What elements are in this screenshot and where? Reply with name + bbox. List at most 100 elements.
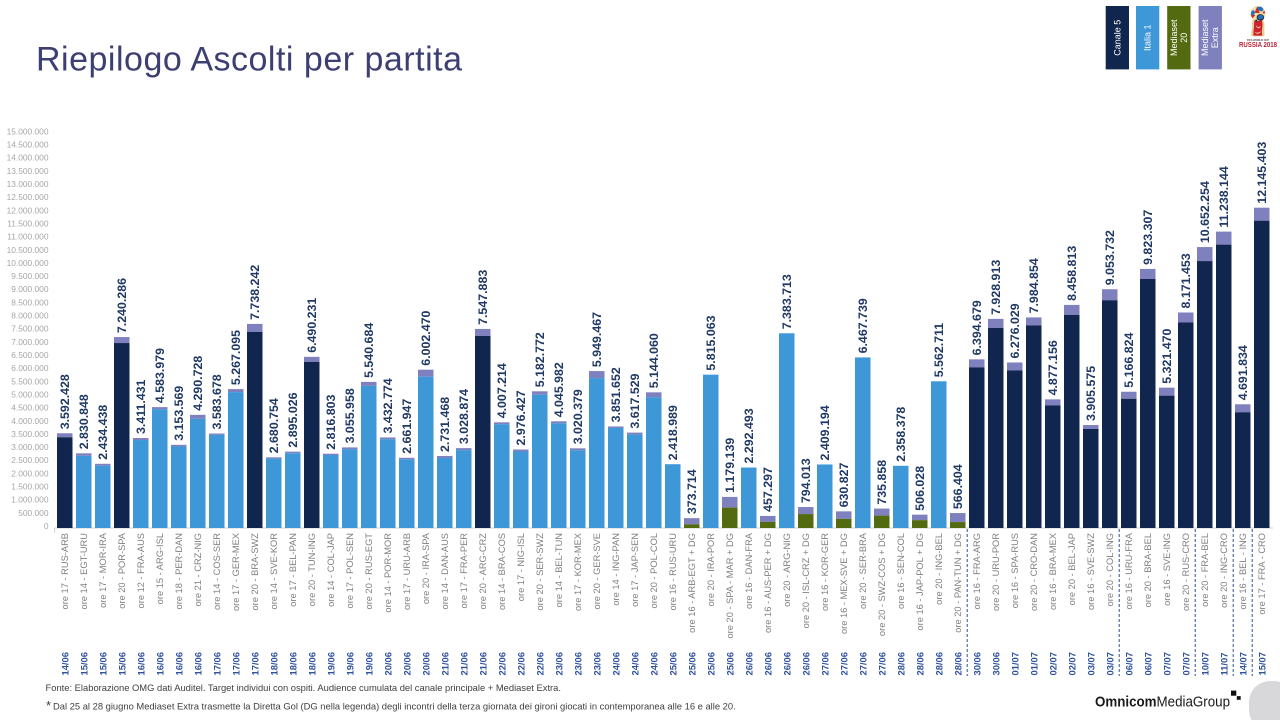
svg-text:8.500.000: 8.500.000 xyxy=(11,297,49,307)
svg-text:ore 17 - GER-MEX: ore 17 - GER-MEX xyxy=(231,533,241,611)
svg-text:16/06: 16/06 xyxy=(173,652,184,675)
svg-text:5.267.095: 5.267.095 xyxy=(229,330,243,385)
svg-text:4.290.728: 4.290.728 xyxy=(191,356,205,411)
svg-text:23/06: 23/06 xyxy=(553,652,564,675)
svg-text:28/06: 28/06 xyxy=(952,652,963,675)
svg-text:Canale 5: Canale 5 xyxy=(1112,20,1122,56)
svg-text:6.500.000: 6.500.000 xyxy=(11,350,49,360)
svg-text:457.297: 457.297 xyxy=(761,467,775,512)
svg-text:3.500.000: 3.500.000 xyxy=(11,429,49,439)
svg-text:ore 16 - SEN-COL: ore 16 - SEN-COL xyxy=(896,533,906,609)
svg-text:ore 17 - FRA-PER: ore 17 - FRA-PER xyxy=(459,533,469,609)
svg-text:26/06: 26/06 xyxy=(743,652,754,675)
svg-text:735.858: 735.858 xyxy=(875,460,889,505)
svg-text:ore 14 - COS-SER: ore 14 - COS-SER xyxy=(212,533,222,610)
svg-text:ore 20 - URU-POR: ore 20 - URU-POR xyxy=(991,533,1001,611)
svg-text:Fonte: Elaborazione OMG dati: Fonte: Elaborazione OMG dati Auditel. Ta… xyxy=(46,682,561,693)
svg-text:ore 21 - CRZ-NIG: ore 21 - CRZ-NIG xyxy=(193,533,203,606)
svg-text:3.851.652: 3.851.652 xyxy=(609,367,623,422)
svg-text:ore 18 - PER-DAN: ore 18 - PER-DAN xyxy=(174,533,184,609)
svg-text:26/06: 26/06 xyxy=(762,652,773,675)
svg-text:2.358.378: 2.358.378 xyxy=(894,407,908,462)
svg-text:15/06: 15/06 xyxy=(116,652,127,675)
svg-text:7.547.883: 7.547.883 xyxy=(476,270,490,325)
svg-text:22/06: 22/06 xyxy=(515,652,526,675)
svg-text:ore 20 - IRA-POR: ore 20 - IRA-POR xyxy=(706,533,716,607)
svg-text:ore 16 - AUS-PER + DG: ore 16 - AUS-PER + DG xyxy=(763,533,773,633)
svg-text:7.738.242: 7.738.242 xyxy=(248,265,262,320)
svg-text:ore 16 - BEL - ING: ore 16 - BEL - ING xyxy=(1238,533,1248,610)
svg-text:2.976.427: 2.976.427 xyxy=(514,390,528,445)
svg-text:ore 16 - RUS-URU: ore 16 - RUS-URU xyxy=(668,533,678,611)
svg-text:ore 20 - FRA-BEL: ore 20 - FRA-BEL xyxy=(1200,533,1210,607)
svg-text:06/07: 06/07 xyxy=(1142,652,1153,675)
svg-text:11/07: 11/07 xyxy=(1218,653,1229,676)
svg-text:ore 20 - TUN-ING: ore 20 - TUN-ING xyxy=(307,533,317,606)
svg-text:5.540.684: 5.540.684 xyxy=(362,323,376,378)
svg-text:28/06: 28/06 xyxy=(933,652,944,675)
svg-text:630.827: 630.827 xyxy=(837,463,851,508)
svg-text:ore 20 - RUS-EGT: ore 20 - RUS-EGT xyxy=(364,533,374,610)
svg-text:ore 20 - ISL-CRZ + DG: ore 20 - ISL-CRZ + DG xyxy=(801,533,811,628)
svg-text:8.000.000: 8.000.000 xyxy=(11,311,49,321)
svg-text:07/07: 07/07 xyxy=(1161,652,1172,675)
svg-text:03/07: 03/07 xyxy=(1104,652,1115,675)
svg-text:2.418.989: 2.418.989 xyxy=(666,405,680,460)
svg-text:15/06: 15/06 xyxy=(78,652,89,675)
svg-text:6.490.231: 6.490.231 xyxy=(305,298,319,353)
svg-text:ore 17 - BEL-PAN: ore 17 - BEL-PAN xyxy=(288,533,298,607)
svg-text:22/06: 22/06 xyxy=(496,652,507,675)
svg-text:566.404: 566.404 xyxy=(951,464,965,509)
svg-text:ore 14 - POR-MOR: ore 14 - POR-MOR xyxy=(383,533,393,613)
svg-text:4.045.982: 4.045.982 xyxy=(552,362,566,417)
svg-text:ore 17 - NIG-ISL: ore 17 - NIG-ISL xyxy=(516,533,526,601)
svg-text:01/07: 01/07 xyxy=(1009,652,1020,675)
svg-text:10.652.254: 10.652.254 xyxy=(1198,181,1212,243)
svg-text:3.411.431: 3.411.431 xyxy=(134,379,148,434)
svg-text:ore 20 - BEL-JAP: ore 20 - BEL-JAP xyxy=(1067,533,1077,605)
svg-text:ore 14 - ING-PAN: ore 14 - ING-PAN xyxy=(611,533,621,606)
svg-text:6.000.000: 6.000.000 xyxy=(11,363,49,373)
svg-text:2.895.026: 2.895.026 xyxy=(286,392,300,447)
svg-text:ore 20 - SWZ-COS + DG: ore 20 - SWZ-COS + DG xyxy=(877,533,887,636)
svg-text:15.000.000: 15.000.000 xyxy=(7,126,49,136)
svg-text:4.000.000: 4.000.000 xyxy=(11,416,49,426)
svg-text:4.583.979: 4.583.979 xyxy=(153,348,167,403)
svg-text:14/06: 14/06 xyxy=(59,652,70,675)
svg-text:16/06: 16/06 xyxy=(135,652,146,675)
svg-text:RUSSIA 2018: RUSSIA 2018 xyxy=(1239,40,1277,49)
svg-text:2.409.194: 2.409.194 xyxy=(818,405,832,460)
svg-text:ore 14 - SVE-KOR: ore 14 - SVE-KOR xyxy=(269,533,279,610)
svg-text:ore 20 - PAN-TUN + DG: ore 20 - PAN-TUN + DG xyxy=(953,533,963,633)
svg-text:26/06: 26/06 xyxy=(781,652,792,675)
svg-text:ore 17 - RUS-ARB: ore 17 - RUS-ARB xyxy=(60,533,70,609)
svg-text:5.949.467: 5.949.467 xyxy=(590,312,604,367)
svg-text:5.182.772: 5.182.772 xyxy=(533,332,547,387)
svg-text:ore 16 - SVE-ING: ore 16 - SVE-ING xyxy=(1162,533,1172,606)
svg-text:20: 20 xyxy=(1179,33,1189,43)
svg-text:18/06: 18/06 xyxy=(306,652,317,675)
svg-text:ore 20 - ING-CRO: ore 20 - ING-CRO xyxy=(1219,533,1229,608)
svg-text:7.000.000: 7.000.000 xyxy=(11,337,49,347)
svg-text:10/07: 10/07 xyxy=(1199,652,1210,675)
svg-text:5.562.711: 5.562.711 xyxy=(932,323,946,378)
svg-text:5.500.000: 5.500.000 xyxy=(11,376,49,386)
svg-text:6.276.029: 6.276.029 xyxy=(1008,303,1022,358)
svg-text:22/06: 22/06 xyxy=(534,652,545,675)
svg-text:1.500.000: 1.500.000 xyxy=(11,482,49,492)
svg-text:OmnicomMediaGroup: OmnicomMediaGroup xyxy=(1095,694,1230,711)
svg-text:25/06: 25/06 xyxy=(724,652,735,675)
svg-text:3.153.569: 3.153.569 xyxy=(172,386,186,441)
svg-text:23/06: 23/06 xyxy=(591,652,602,675)
svg-text:25/06: 25/06 xyxy=(705,652,716,675)
svg-text:30/06: 30/06 xyxy=(971,652,982,675)
svg-text:1.179.139: 1.179.139 xyxy=(723,438,737,493)
svg-text:4.691.834: 4.691.834 xyxy=(1236,345,1250,400)
svg-text:3.432.774: 3.432.774 xyxy=(381,378,395,433)
svg-text:7.984.854: 7.984.854 xyxy=(1027,258,1041,313)
svg-text:26/06: 26/06 xyxy=(800,652,811,675)
svg-text:3.905.575: 3.905.575 xyxy=(1084,366,1098,421)
svg-text:ore 20 - BRA-BEL: ore 20 - BRA-BEL xyxy=(1143,533,1153,607)
svg-text:ore 16 - JAP-POL + DG: ore 16 - JAP-POL + DG xyxy=(915,533,925,631)
svg-text:18/06: 18/06 xyxy=(287,652,298,675)
